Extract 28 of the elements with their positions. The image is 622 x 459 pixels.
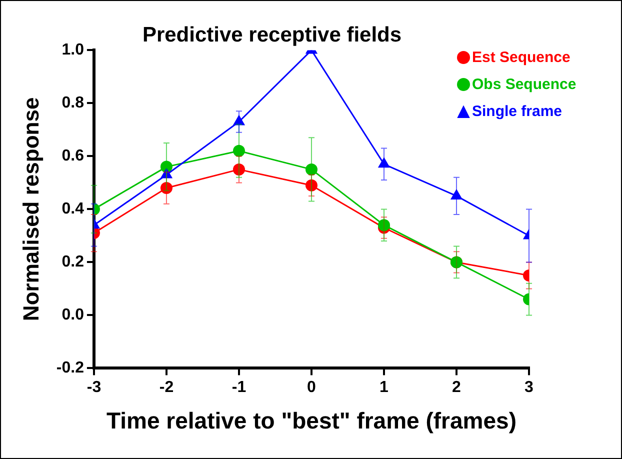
chart-title: Predictive receptive fields bbox=[142, 23, 402, 46]
x-tick-label: 1 bbox=[380, 379, 389, 396]
point bbox=[378, 219, 390, 232]
x-tick-label: 0 bbox=[307, 379, 316, 396]
point bbox=[305, 163, 318, 176]
point bbox=[232, 163, 245, 176]
x-tick-label: -1 bbox=[232, 379, 246, 396]
y-tick-label: 1.0 bbox=[62, 42, 84, 59]
x-axis-title: Time relative to "best" frame (frames) bbox=[106, 408, 516, 434]
y-tick-label: 0.0 bbox=[62, 306, 84, 324]
legend-label: Obs Sequence bbox=[472, 76, 576, 94]
y-tick-label: 0.2 bbox=[62, 254, 84, 271]
y-tick-label: -0.2 bbox=[56, 360, 84, 377]
point bbox=[232, 144, 245, 157]
y-tick-label: 0.4 bbox=[62, 200, 84, 218]
x-tick-label: -2 bbox=[159, 379, 174, 396]
point bbox=[378, 157, 390, 168]
y-tick-label: 0.6 bbox=[62, 148, 84, 165]
legend-label: Single frame bbox=[472, 103, 562, 120]
x-tick-label: 3 bbox=[524, 379, 534, 396]
x-tick-label: -3 bbox=[86, 379, 102, 396]
point bbox=[232, 114, 246, 126]
legend-label: Est Sequence bbox=[472, 49, 570, 66]
y-axis-title: Normalised response bbox=[18, 97, 44, 322]
x-tick-label: 2 bbox=[452, 379, 462, 396]
point bbox=[160, 168, 173, 178]
point bbox=[305, 179, 318, 192]
y-tick-label: 0.8 bbox=[62, 94, 84, 112]
